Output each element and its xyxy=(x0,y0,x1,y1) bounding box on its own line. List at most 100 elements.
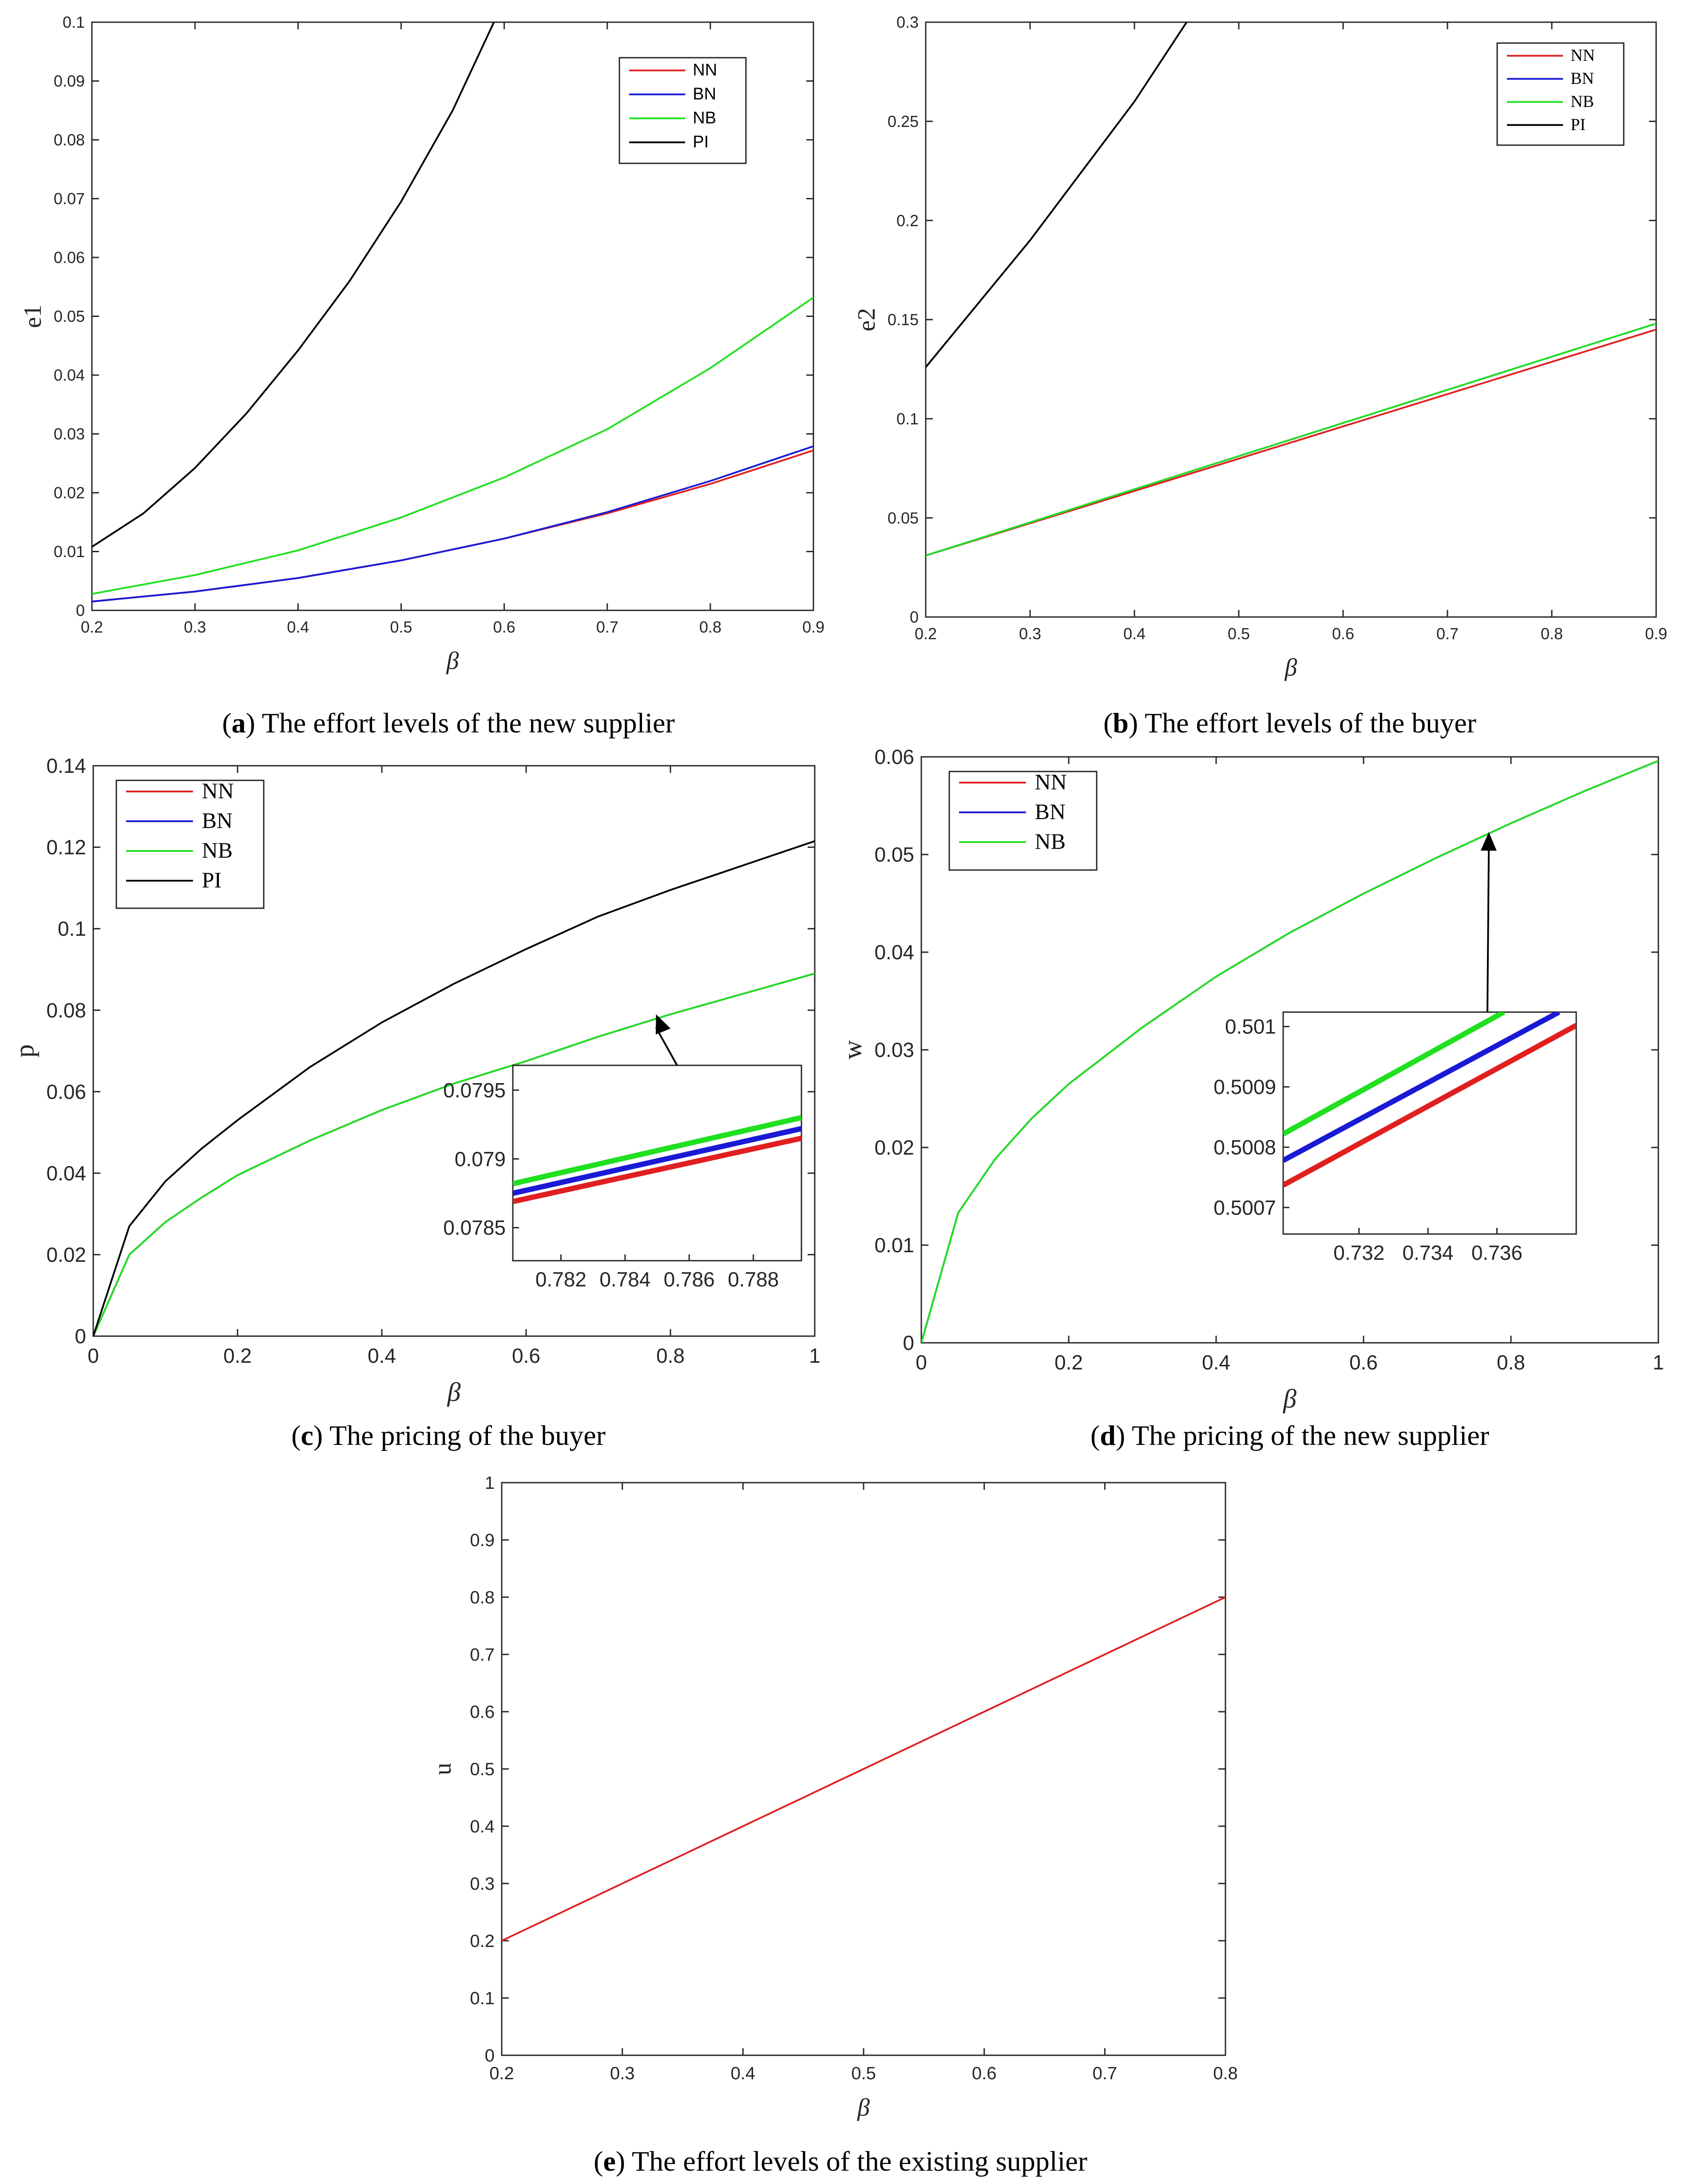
y-tick-label: 0.08 xyxy=(54,131,85,149)
y-tick-label: 0.25 xyxy=(888,112,919,131)
x-tick-label: 0.3 xyxy=(610,2064,635,2083)
inset-x-tick-label: 0.732 xyxy=(1333,1241,1384,1264)
series-line-nb xyxy=(92,297,813,595)
x-tick-label: 0.4 xyxy=(731,2064,756,2083)
zoom-arrow-head xyxy=(655,1014,671,1035)
x-tick-label: 0.6 xyxy=(972,2064,997,2083)
series-line-nb xyxy=(921,760,1658,1343)
y-tick-label: 0.02 xyxy=(46,1243,86,1266)
series-line-nn xyxy=(926,328,1656,557)
inset-x-tick-label: 0.788 xyxy=(728,1268,779,1291)
caption-letter: e xyxy=(603,2145,615,2177)
x-tick-label: 0.6 xyxy=(493,618,515,636)
inset-y-tick-label: 0.5008 xyxy=(1213,1136,1276,1159)
y-tick-label: 0.02 xyxy=(54,484,85,502)
inset-zoom: 0.732 0.734 0.736 0.5007 0.5008 0.5009 0.501 xyxy=(1213,832,1577,1264)
y-tick-label: 0.1 xyxy=(58,917,86,940)
x-tick-label: 0.4 xyxy=(1123,625,1146,643)
inset-series-bn xyxy=(1283,1012,1561,1163)
inset-zoom: 0.782 0.784 0.786 0.788 0.0785 0.079 0.0795 xyxy=(443,1014,802,1291)
x-tick-label: 0.7 xyxy=(596,618,618,636)
y-tick-label: 0.2 xyxy=(470,1931,495,1951)
series-line-pi xyxy=(92,22,495,548)
y-tick-label: 0.2 xyxy=(896,211,919,229)
legend-label-bn: BN xyxy=(1570,69,1594,88)
y-tick-label: 0 xyxy=(903,1331,914,1354)
x-tick-label: 0.8 xyxy=(656,1344,685,1367)
legend: NN BN NB PI xyxy=(115,778,265,909)
caption-letter: a xyxy=(232,707,246,739)
y-tick-label: 0.02 xyxy=(874,1136,914,1159)
legend: NN BN NB xyxy=(948,769,1098,871)
y-tick-label: 0.04 xyxy=(46,1162,86,1185)
y-tick-label: 0.04 xyxy=(874,941,914,964)
y-tick-label: 0.1 xyxy=(470,1989,495,2008)
y-tick-label: 0.06 xyxy=(874,745,914,768)
legend-label-bn: BN xyxy=(693,85,716,103)
legend-label-nb: NB xyxy=(1035,829,1066,854)
y-tick-label: 0.7 xyxy=(470,1645,495,1665)
legend-box xyxy=(948,771,1098,871)
inset-x-tick-label: 0.734 xyxy=(1403,1241,1454,1264)
zoom-arrow-head xyxy=(1480,832,1497,851)
inset-y-tick-label: 0.5009 xyxy=(1213,1076,1276,1099)
inset-x-tick-label: 0.784 xyxy=(599,1268,650,1291)
legend-label-nb: NB xyxy=(693,109,716,127)
y-tick-label: 0.1 xyxy=(896,410,919,428)
inset-x-tick-label: 0.736 xyxy=(1471,1241,1522,1264)
y-tick-label: 0.04 xyxy=(54,366,85,384)
x-tick-label: 0.2 xyxy=(915,625,937,643)
x-tick-label: 0.7 xyxy=(1093,2064,1118,2083)
x-tick-label: 0.2 xyxy=(223,1344,252,1367)
y-tick-label: 0.03 xyxy=(874,1038,914,1061)
caption-d: (d) The pricing of the new supplier xyxy=(1090,1420,1489,1451)
chart-panel-c: 0 0.2 0.4 0.6 0.8 1 0 0.02 0.04 0.06 0.08 0.1 0.12 0.… xyxy=(10,754,821,1451)
legend-label-nn: NN xyxy=(1035,769,1067,794)
inset-y-tick-label: 0.501 xyxy=(1225,1015,1276,1038)
x-tick-label: 0.4 xyxy=(287,618,309,636)
y-axis-label: w xyxy=(838,1040,867,1060)
caption-letter: c xyxy=(301,1420,313,1451)
legend-label-bn: BN xyxy=(202,808,233,833)
legend-box xyxy=(618,57,747,164)
x-tick-label: 0.7 xyxy=(1436,625,1459,643)
y-tick-label: 0.07 xyxy=(54,190,85,208)
legend-label-nb: NB xyxy=(1570,92,1594,111)
inset-series-nn xyxy=(1283,1023,1576,1188)
legend-label-nn: NN xyxy=(202,778,234,803)
caption-e: (e) The effort levels of the existing su… xyxy=(594,2145,1087,2177)
y-axis-label: p xyxy=(10,1045,39,1058)
x-tick-label: 0.8 xyxy=(1541,625,1563,643)
y-axis-label: e1 xyxy=(19,305,47,328)
y-tick-label: 0.05 xyxy=(874,843,914,866)
x-axis-label: β xyxy=(447,1377,461,1407)
y-tick-label: 0.4 xyxy=(470,1817,495,1836)
x-tick-label: 0 xyxy=(916,1351,927,1374)
x-tick-label: 0.8 xyxy=(1497,1351,1525,1374)
y-tick-label: 0.05 xyxy=(888,509,919,527)
x-tick-label: 0.2 xyxy=(1055,1351,1083,1374)
legend-label-pi: PI xyxy=(693,133,709,151)
y-tick-label: 0 xyxy=(75,1325,86,1348)
inset-series-bn xyxy=(513,1126,801,1196)
y-tick-label: 0 xyxy=(910,608,919,626)
x-axis-label: β xyxy=(857,2094,870,2121)
x-tick-label: 0.8 xyxy=(699,618,722,636)
x-tick-label: 0.5 xyxy=(851,2064,876,2083)
inset-series-nb xyxy=(513,1115,801,1187)
inset-y-tick-label: 0.0795 xyxy=(443,1079,506,1102)
y-tick-label: 0.1 xyxy=(63,13,85,32)
y-tick-label: 0 xyxy=(76,601,85,620)
inset-y-tick-label: 0.5007 xyxy=(1213,1196,1276,1219)
x-tick-label: 0.6 xyxy=(1349,1351,1378,1374)
x-tick-label: 0.8 xyxy=(1213,2064,1238,2083)
series-line-nb xyxy=(926,322,1656,557)
y-axis-label: e2 xyxy=(853,308,880,332)
chart-panel-d: 0 0.2 0.4 0.6 0.8 1 0 0.01 0.02 0.03 0.04 0.05 0.06 β… xyxy=(838,745,1664,1451)
series-line-pi xyxy=(926,22,1188,368)
caption-letter: d xyxy=(1100,1420,1116,1451)
x-tick-label: 0.6 xyxy=(1332,625,1354,643)
x-tick-label: 0.2 xyxy=(489,2064,514,2083)
x-tick-label: 1 xyxy=(809,1344,821,1367)
inset-x-tick-label: 0.782 xyxy=(535,1268,587,1291)
